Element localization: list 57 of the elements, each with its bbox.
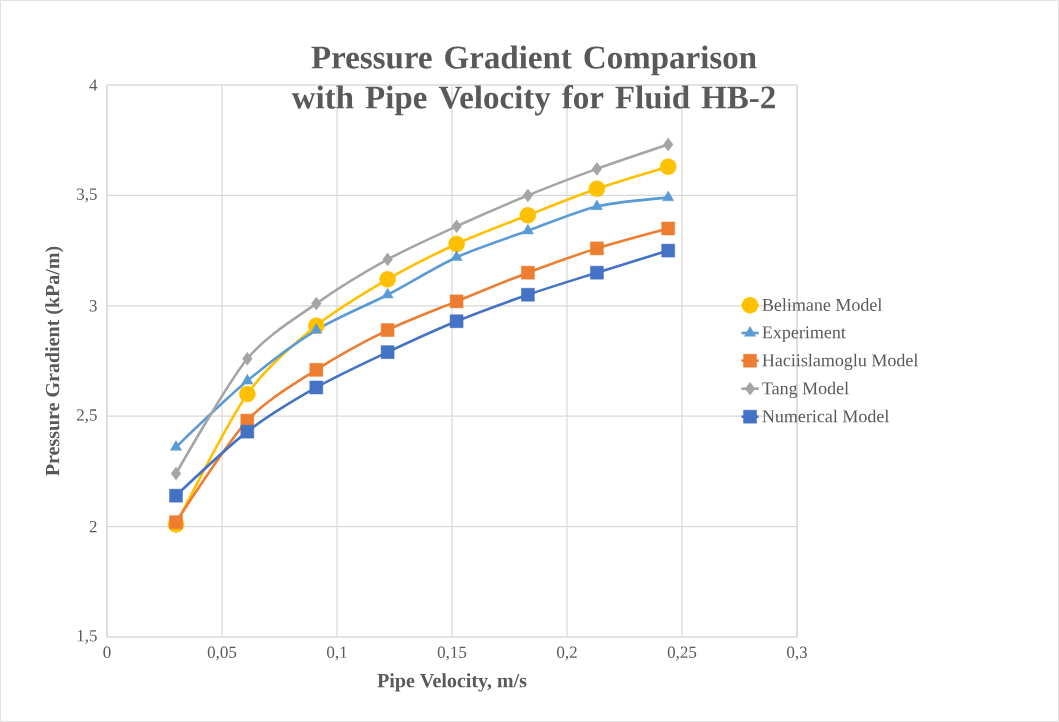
legend-label: Experiment xyxy=(762,326,846,343)
x-tick-label: 0,05 xyxy=(207,646,237,661)
x-tick-label: 0,15 xyxy=(437,646,467,661)
point xyxy=(661,243,675,258)
point xyxy=(241,374,254,385)
point xyxy=(450,250,463,261)
point xyxy=(170,466,182,481)
point xyxy=(591,199,603,210)
point xyxy=(588,180,606,198)
point xyxy=(522,223,534,235)
chart-title: Pressure Gradient Comparison with Pipe Velocity for Fluid HB-2 xyxy=(291,45,775,116)
y-tick-label: 1,5 xyxy=(77,630,97,644)
point xyxy=(591,162,603,176)
point xyxy=(169,515,183,529)
point xyxy=(451,219,462,234)
point xyxy=(448,235,465,253)
y-tick-label: 3 xyxy=(89,300,97,312)
point xyxy=(382,252,393,267)
point xyxy=(522,188,534,203)
x-tick-label: 0,3 xyxy=(787,646,807,661)
point xyxy=(521,288,535,302)
point xyxy=(521,265,535,280)
point xyxy=(519,207,537,224)
y-axis-title: Pressure Gradient (kPa/m) xyxy=(45,246,64,476)
legend-label: Belimane Model xyxy=(762,298,882,311)
legend-label: Numerical Model xyxy=(762,409,889,423)
point xyxy=(311,296,322,311)
point xyxy=(381,288,394,299)
point xyxy=(380,345,395,359)
point xyxy=(170,440,182,451)
point xyxy=(449,314,464,328)
y-tick-label: 2,5 xyxy=(76,409,97,424)
point xyxy=(242,352,253,366)
point xyxy=(379,271,396,288)
point xyxy=(590,241,604,256)
x-tick-label: 0,1 xyxy=(327,646,347,661)
legend-label: Haciislamoglu Model xyxy=(762,353,918,371)
point xyxy=(309,380,324,395)
x-tick-label: 0,25 xyxy=(667,646,697,661)
point xyxy=(239,385,256,403)
x-tick-label: 0,2 xyxy=(557,646,577,661)
point xyxy=(590,265,604,280)
x-tick-label: 0 xyxy=(103,646,111,658)
legend-label: Tang Model xyxy=(762,381,849,399)
point xyxy=(309,363,324,377)
y-tick-label: 2 xyxy=(89,520,97,533)
y-tick-label: 4 xyxy=(89,79,98,91)
x-axis-title: Pipe Velocity, m/s xyxy=(377,673,527,692)
point xyxy=(449,294,464,309)
point xyxy=(240,424,255,439)
point xyxy=(659,158,677,175)
y-tick-label: 3,5 xyxy=(77,188,97,203)
point xyxy=(380,323,395,337)
point xyxy=(661,221,675,236)
point xyxy=(662,190,675,202)
point xyxy=(663,137,674,152)
point xyxy=(169,488,183,503)
